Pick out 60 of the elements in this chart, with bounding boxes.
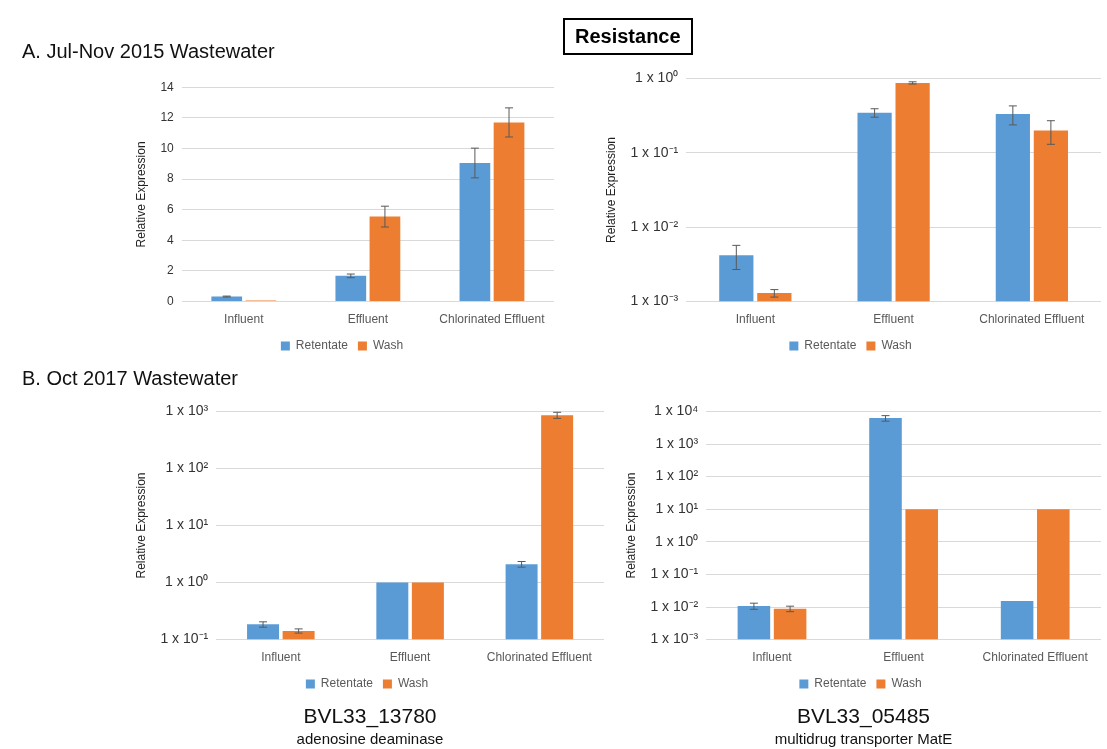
x-tick-label: Effluent: [883, 650, 925, 665]
y-axis-title: Relative Expression: [133, 141, 148, 248]
y-tick-label: 10: [160, 140, 175, 155]
x-tick-label: Effluent: [873, 312, 915, 327]
x-tick-label: Effluent: [347, 312, 389, 327]
bar: [335, 275, 367, 302]
y-tick-label: 1 x 10³: [165, 402, 209, 419]
legend-label: Wash: [397, 676, 429, 691]
legend-label: Retentate: [814, 676, 867, 691]
x-tick-label: Influent: [735, 312, 776, 327]
y-tick-label: 1 x 10⁻¹: [650, 565, 699, 582]
text: BVL33_13780: [302, 703, 438, 729]
y-tick-label: 1 x 10¹: [165, 516, 209, 533]
chart-title: Resistance: [563, 18, 693, 55]
y-tick-label: 4: [167, 232, 175, 247]
y-tick-label: 1 x 10³: [655, 434, 699, 451]
legend-label: Wash: [891, 676, 922, 691]
y-axis-title: Relative Expression: [623, 472, 638, 579]
x-tick-label: Chlorinated Effluent: [486, 650, 593, 665]
legend-label: Retentate: [320, 676, 374, 691]
bar: [493, 122, 525, 302]
y-tick-label: 1 x 10²: [165, 459, 209, 476]
y-tick-label: 1 x 10⁻¹: [160, 630, 209, 647]
legend-label: Wash: [881, 338, 912, 353]
x-tick-label: Influent: [224, 312, 265, 327]
y-tick-label: 1 x 10¹: [655, 500, 699, 517]
y-tick-label: 1 x 10⁰: [655, 532, 699, 549]
text: multidrug transporter MatE: [773, 729, 954, 749]
bar: [459, 163, 491, 302]
y-tick-label: 1 x 10²: [655, 467, 699, 484]
y-axis-title: Relative Expression: [603, 136, 618, 244]
chart-subtitle: B. Oct 2017 Wastewater: [22, 367, 239, 390]
y-axis-title: Relative Expression: [133, 472, 148, 579]
y-tick-label: 12: [160, 110, 175, 125]
y-tick-label: 14: [160, 79, 175, 94]
legend-label: Retentate: [804, 338, 857, 353]
chart-subtitle: A. Jul-Nov 2015 Wastewater: [22, 40, 275, 63]
legend-label: Wash: [372, 338, 404, 353]
y-tick-label: 6: [167, 202, 175, 217]
x-tick-label: Effluent: [389, 650, 431, 665]
x-tick-label: Influent: [261, 650, 302, 665]
y-tick-label: 1 x 10⁻³: [650, 630, 699, 647]
x-tick-label: Influent: [752, 650, 793, 665]
y-tick-label: 8: [167, 171, 175, 186]
y-tick-label: 1 x 10⁰: [165, 573, 209, 590]
y-tick-label: 1 x 10⁰: [635, 69, 679, 86]
y-tick-label: 2: [167, 263, 175, 278]
y-tick-label: 1 x 10⁻¹: [630, 143, 679, 160]
bar: [369, 216, 401, 302]
x-tick-label: Chlorinated Effluent: [439, 312, 546, 327]
text: BVL33_05485: [795, 703, 932, 729]
y-tick-label: 1 x 10⁴: [654, 402, 699, 419]
y-tick-label: 0: [167, 293, 175, 308]
y-tick-label: 1 x 10⁻²: [650, 597, 699, 614]
legend-label: Retentate: [295, 338, 349, 353]
text: adenosine deaminase: [295, 729, 445, 749]
y-tick-label: 1 x 10⁻³: [630, 292, 679, 309]
y-tick-label: 1 x 10⁻²: [630, 218, 679, 235]
x-tick-label: Chlorinated Effluent: [982, 650, 1089, 665]
x-tick-label: Chlorinated Effluent: [979, 312, 1086, 327]
